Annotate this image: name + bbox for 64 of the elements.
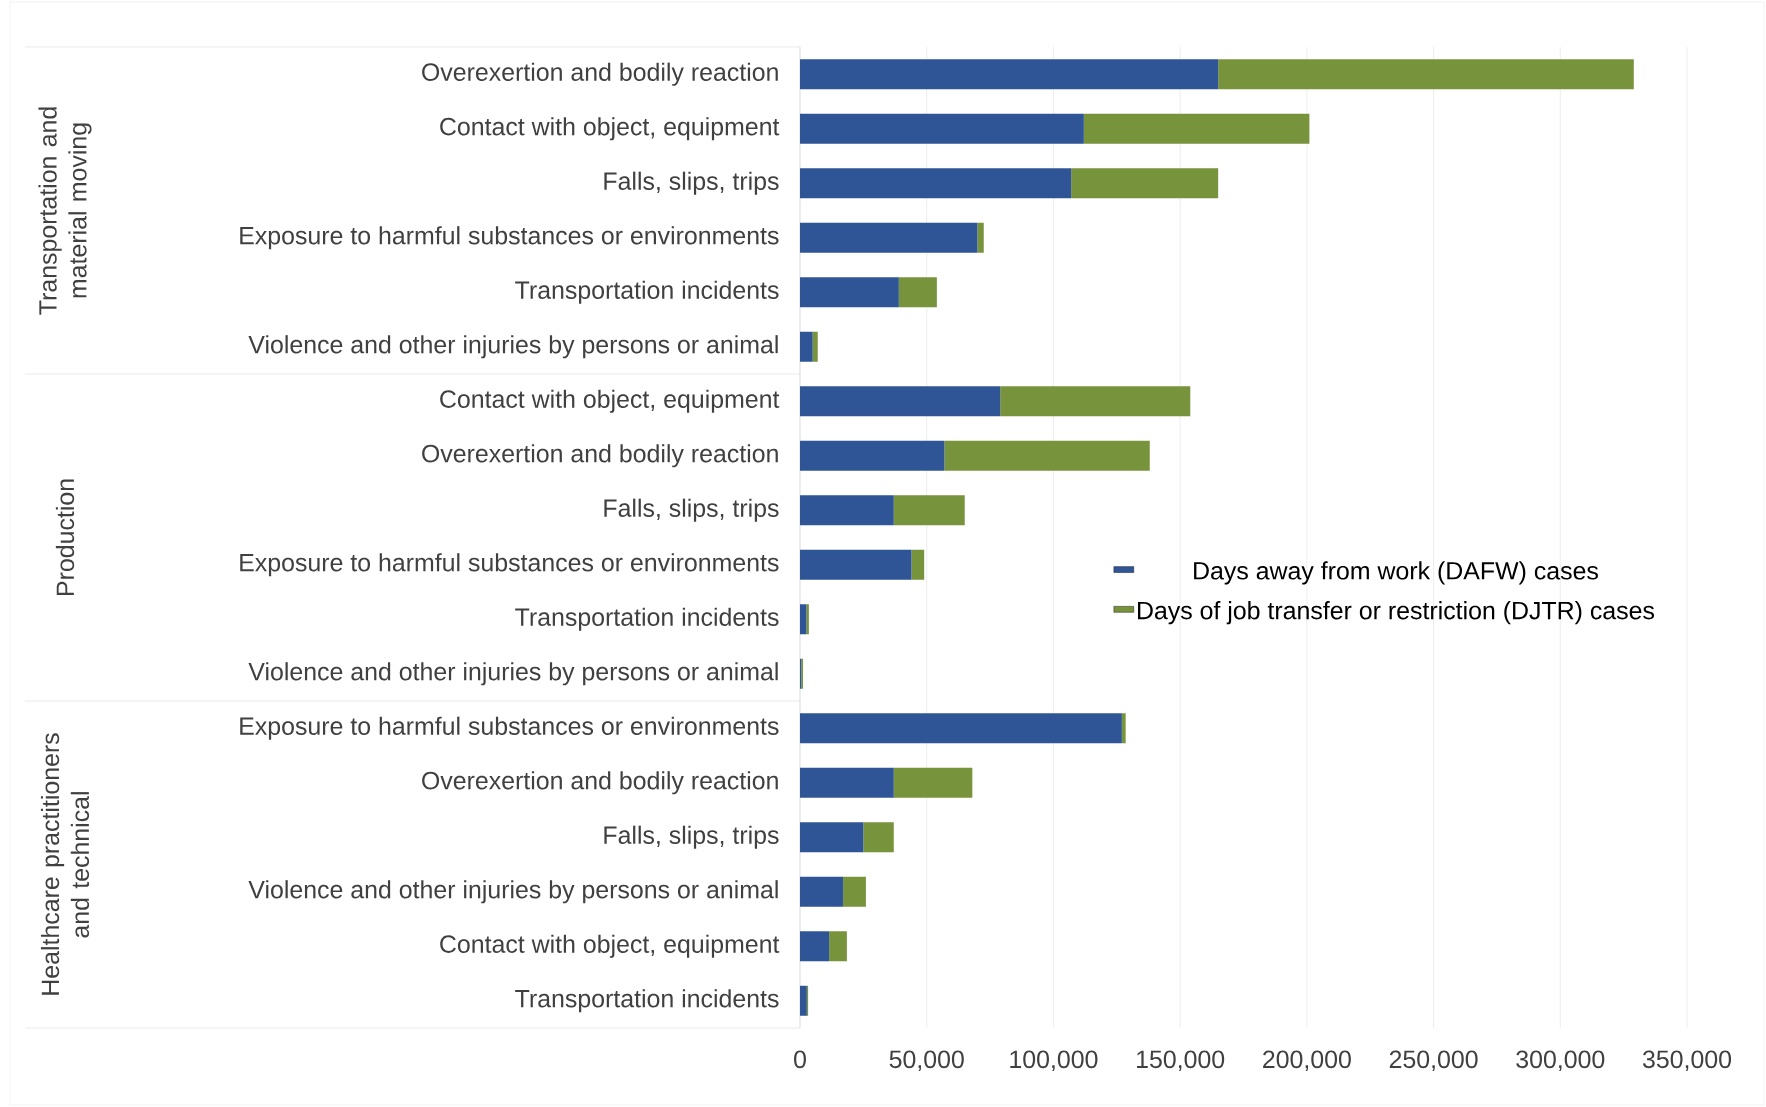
bar: [800, 985, 807, 1016]
bar: [800, 604, 807, 635]
bar: [1121, 713, 1126, 744]
y-tick-label: Falls, slips, trips: [604, 171, 779, 195]
text: Days away from work (DAFW) cases: [1194, 561, 1598, 585]
bar: [800, 713, 1122, 744]
bar: [800, 549, 912, 580]
bar: [800, 222, 978, 253]
bar: [829, 931, 847, 962]
legend-label: Days of job transfer or restriction (DJTR) cases: [1138, 601, 1655, 625]
bar: [812, 331, 818, 362]
bar: [977, 222, 984, 253]
text: Healthcare practitioners and technical: [40, 733, 90, 995]
bar: [1000, 386, 1191, 417]
y-tick-label: Overexertion and bodily reaction: [422, 771, 778, 795]
bar: [800, 822, 864, 853]
bar: [806, 604, 809, 635]
bar: [800, 876, 844, 907]
bar: [911, 549, 925, 580]
bar: [1218, 59, 1634, 90]
y-tick-label: Exposure to harmful substances or environments: [240, 226, 779, 250]
y-tick-label: Transportation incidents: [515, 280, 779, 304]
bar: [800, 767, 894, 798]
x-tick-label: 200,000: [1263, 1050, 1351, 1072]
y-tick-label: Overexertion and bodily reaction: [422, 62, 778, 86]
bar: [800, 440, 945, 471]
y-tick-label: Exposure to harmful substances or environments: [240, 553, 779, 577]
bar: [800, 495, 894, 526]
y-tick-label: Violence and other injuries by persons or animal: [248, 880, 778, 904]
y-tick-label: Transportation incidents: [515, 989, 779, 1013]
bar: [800, 168, 1072, 199]
y-tick-label: Transportation incidents: [515, 607, 779, 631]
x-tick-label: 50,000: [889, 1050, 964, 1072]
bar: [800, 113, 1084, 144]
x-tick-label: 250,000: [1389, 1050, 1478, 1072]
y-tick-label: Contact with object, equipment: [440, 389, 780, 413]
bar: [800, 277, 899, 308]
bar: [893, 767, 973, 798]
y-tick-label: Falls, slips, trips: [604, 498, 779, 522]
y-tick-label: Violence and other injuries by persons or animal: [248, 335, 778, 359]
bar: [898, 277, 937, 308]
bar: [800, 386, 1001, 417]
x-tick-label: 350,000: [1642, 1050, 1732, 1072]
y-tick-label: Contact with object, equipment: [440, 934, 780, 958]
bar: [1071, 168, 1219, 199]
bar: [1083, 113, 1310, 144]
y-tick-label: Overexertion and bodily reaction: [422, 444, 778, 468]
x-tick-label: 150,000: [1137, 1050, 1225, 1072]
bar: [800, 331, 813, 362]
bar: [843, 876, 866, 907]
y-tick-label: Contact with object, equipment: [440, 117, 780, 141]
bar: [800, 931, 830, 962]
text: Transportation and material moving: [38, 107, 92, 315]
x-tick-label: 100,000: [1010, 1050, 1098, 1072]
bar: [944, 440, 1150, 471]
y-tick-label: Violence and other injuries by persons or animal: [248, 662, 778, 686]
text: Production: [55, 479, 75, 595]
y-tick-label: Exposure to harmful substances or environments: [240, 716, 779, 740]
x-tick-label: 0: [794, 1050, 806, 1069]
y-tick-label: Falls, slips, trips: [604, 825, 779, 849]
bar: [863, 822, 894, 853]
bar: [893, 495, 965, 526]
bar: [800, 59, 1219, 90]
x-tick-label: 300,000: [1516, 1050, 1605, 1072]
